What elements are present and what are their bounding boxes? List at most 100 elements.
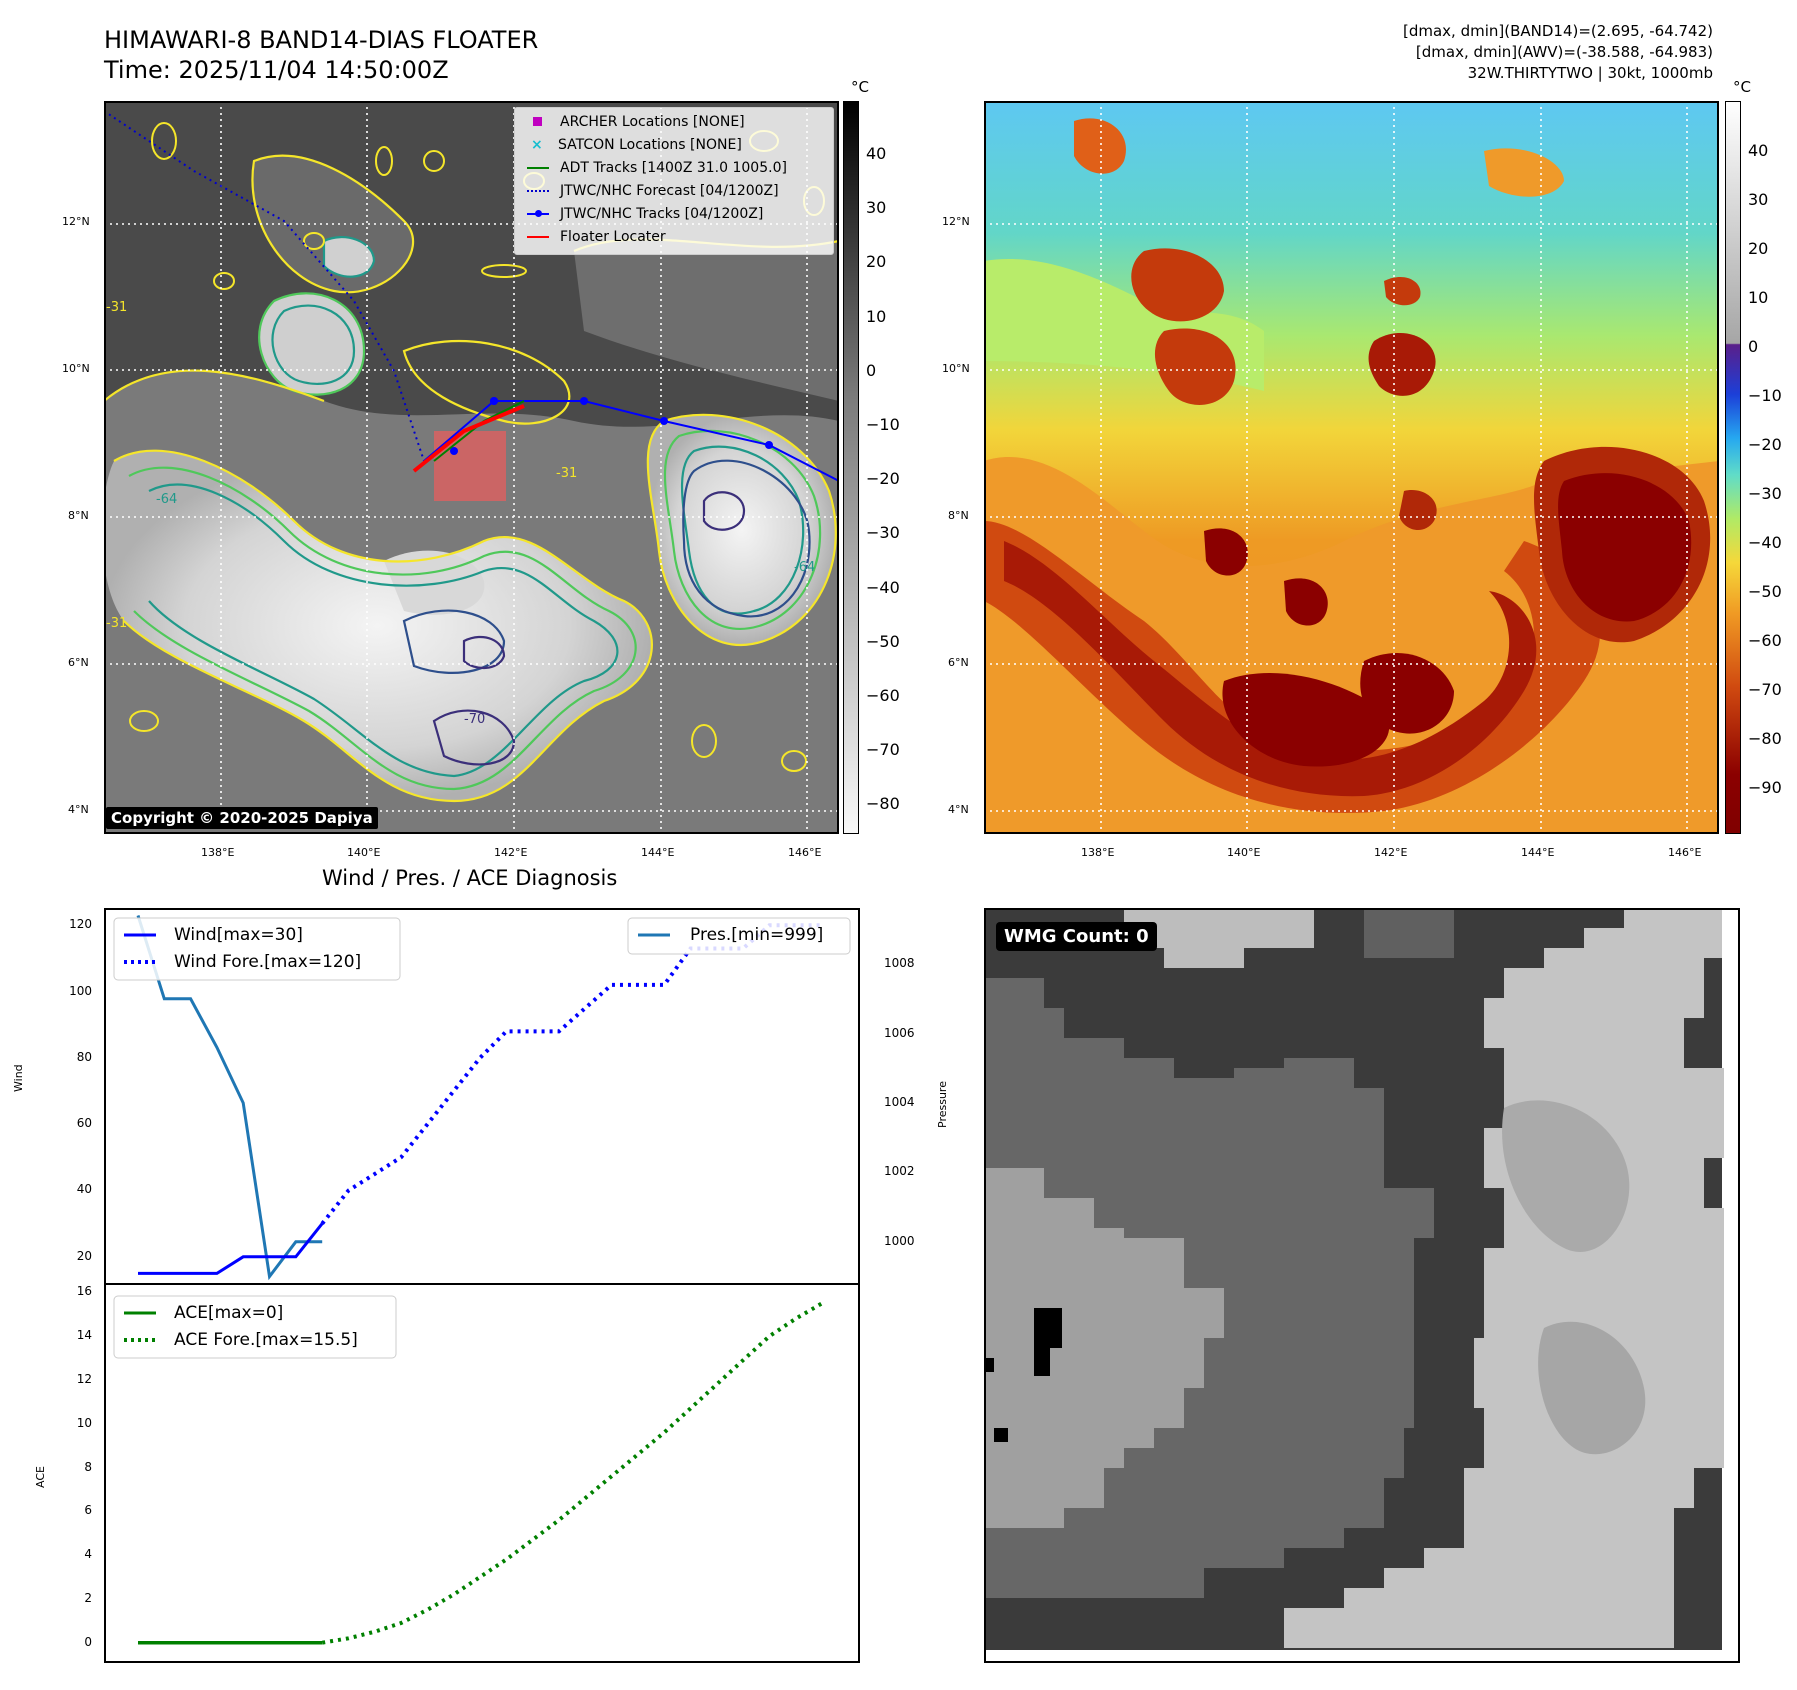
colorbar-tick-label: 40 (1748, 141, 1769, 160)
series-line (136, 915, 323, 1281)
figure-title: HIMAWARI-8 BAND14-DIAS FLOATER (104, 26, 539, 54)
legend-ace-fore: ACE Fore.[max=15.5] (174, 1330, 358, 1350)
colorbar-tick-label: −30 (1748, 484, 1782, 503)
lon-label: 144°E (1521, 846, 1555, 859)
colorbar-tick-label: −90 (1748, 778, 1782, 797)
copyright-label: Copyright © 2020-2025 Dapiya (106, 807, 378, 829)
axis-tick-label: 4 (84, 1547, 92, 1562)
colorbar-tick-label: 0 (1748, 337, 1759, 356)
colorbar-tick-label: −20 (866, 469, 900, 489)
colorbar-tick-label: −10 (1748, 386, 1782, 405)
axis-tick-label: 8 (84, 1459, 92, 1474)
ace-axis-label: ACE (34, 1466, 47, 1488)
axis-tick-label: 2 (84, 1590, 92, 1605)
stats-awv: [dmax, dmin](AWV)=(-38.588, -64.983) (1415, 43, 1713, 61)
lon-label: 140°E (1227, 846, 1261, 859)
axis-tick-label: 20 (76, 1248, 92, 1263)
axis-tick-label: 1000 (884, 1233, 915, 1248)
contour-label: -31 (106, 300, 127, 315)
wmg-image (984, 908, 1740, 1663)
colorbar-tick-label: −10 (866, 415, 900, 434)
axis-tick-label: 10 (76, 1415, 92, 1430)
ir-map-panel: -31 -64 -31 -31 -70 -64 ARCHER Locations… (104, 101, 839, 834)
axis-tick-label: 6 (84, 1503, 92, 1518)
wind-axis-label: Wind (12, 1064, 25, 1092)
colorbar-tick-label: −70 (866, 740, 900, 760)
floater-box (434, 431, 506, 501)
awv-map-panel (984, 101, 1719, 834)
lat-label: 4°N (68, 803, 89, 816)
lat-label: 6°N (68, 656, 89, 669)
axis-tick-label: 1006 (884, 1025, 915, 1040)
colorbar-tick-label: 40 (866, 144, 887, 163)
colorbar-tick-label: −50 (866, 631, 900, 651)
lon-label: 140°E (347, 846, 381, 859)
lon-label: 146°E (1668, 846, 1702, 859)
axis-tick-label: 80 (76, 1049, 92, 1064)
contour-label: -64 (156, 492, 177, 507)
lon-label: 144°E (641, 846, 675, 859)
legend-item-jtwc-forecast: JTWC/NHC Forecast [04/1200Z] (527, 183, 779, 199)
stats-band14: [dmax, dmin](BAND14)=(2.695, -64.742) (1402, 22, 1713, 40)
contour-label: -70 (464, 712, 485, 727)
diagnosis-panel: Wind[max=30] Wind Fore.[max=120] Pres.[m… (98, 908, 866, 1663)
colorbar-tick-label: 30 (1748, 190, 1769, 209)
colorbar-tick-label: −40 (866, 577, 900, 597)
lon-label: 138°E (201, 846, 235, 859)
lat-label: 8°N (68, 509, 89, 522)
legend-ace: ACE[max=0] (174, 1303, 284, 1323)
diagnosis-title: Wind / Pres. / ACE Diagnosis (322, 866, 618, 890)
colorbar-tick-label: −80 (866, 794, 900, 814)
colorbar-tick-label: −70 (1748, 680, 1782, 699)
wind-legend (113, 917, 401, 981)
colorbar-tick-label: −20 (1748, 435, 1782, 454)
lat-label: 10°N (62, 362, 90, 375)
legend-item-satcon: × SATCON Locations [NONE] (531, 137, 742, 153)
series-line (138, 1222, 324, 1275)
storm-info: 32W.THIRTYTWO | 30kt, 1000mb (1467, 64, 1713, 82)
lon-label: 146°E (788, 846, 822, 859)
awv-colorbar (1725, 101, 1741, 834)
legend-pressure: Pres.[min=999] (690, 925, 824, 945)
colorbar-tick-label: −40 (1748, 533, 1782, 552)
axis-tick-label: 100 (69, 983, 92, 998)
lon-label: 142°E (1374, 846, 1408, 859)
lon-label: 138°E (1081, 846, 1115, 859)
axis-tick-label: 120 (69, 917, 92, 932)
colorbar-tick-label: 10 (866, 306, 887, 326)
axis-tick-label: 40 (76, 1182, 92, 1197)
axis-tick-label: 60 (76, 1116, 92, 1131)
colorbar-tick-label: −80 (1748, 729, 1782, 748)
pressure-axis-label: Pressure (936, 1081, 949, 1128)
lat-label: 12°N (942, 215, 970, 228)
legend-item-floater: Floater Locater (527, 229, 666, 245)
colorbar-tick-label: −50 (1748, 582, 1782, 601)
axis-tick-label: 14 (76, 1328, 92, 1343)
lat-label: 8°N (948, 509, 969, 522)
colorbar-tick-label: 0 (866, 360, 877, 380)
legend-wind: Wind[max=30] (174, 925, 303, 945)
colorbar-tick-label: 30 (866, 198, 887, 218)
pressure-legend (627, 917, 851, 955)
axis-tick-label: 16 (76, 1284, 92, 1299)
awv-map-image (984, 101, 1719, 834)
ace-legend (113, 1295, 397, 1359)
legend-item-archer: ARCHER Locations [NONE] (527, 114, 745, 130)
axis-tick-label: 12 (76, 1371, 92, 1386)
colorbar-tick-label: 10 (1748, 288, 1769, 307)
lat-label: 4°N (948, 803, 969, 816)
awv-colorbar-unit: °C (1733, 78, 1751, 96)
ir-colorbar (843, 101, 859, 834)
axis-tick-label: 0 (84, 1634, 92, 1649)
wmg-count-badge: WMG Count: 0 (996, 922, 1157, 951)
colorbar-tick-label: 20 (866, 252, 887, 272)
lat-label: 10°N (942, 362, 970, 375)
figure-time: Time: 2025/11/04 14:50:00Z (104, 56, 449, 84)
lon-label: 142°E (494, 846, 528, 859)
legend-item-jtwc-tracks: JTWC/NHC Tracks [04/1200Z] (527, 206, 763, 222)
colorbar-tick-label: −60 (1748, 631, 1782, 650)
colorbar-tick-label: 20 (1748, 239, 1769, 258)
contour-label: -31 (106, 616, 127, 631)
axis-tick-label: 1002 (884, 1164, 915, 1179)
axis-tick-label: 1008 (884, 956, 915, 971)
